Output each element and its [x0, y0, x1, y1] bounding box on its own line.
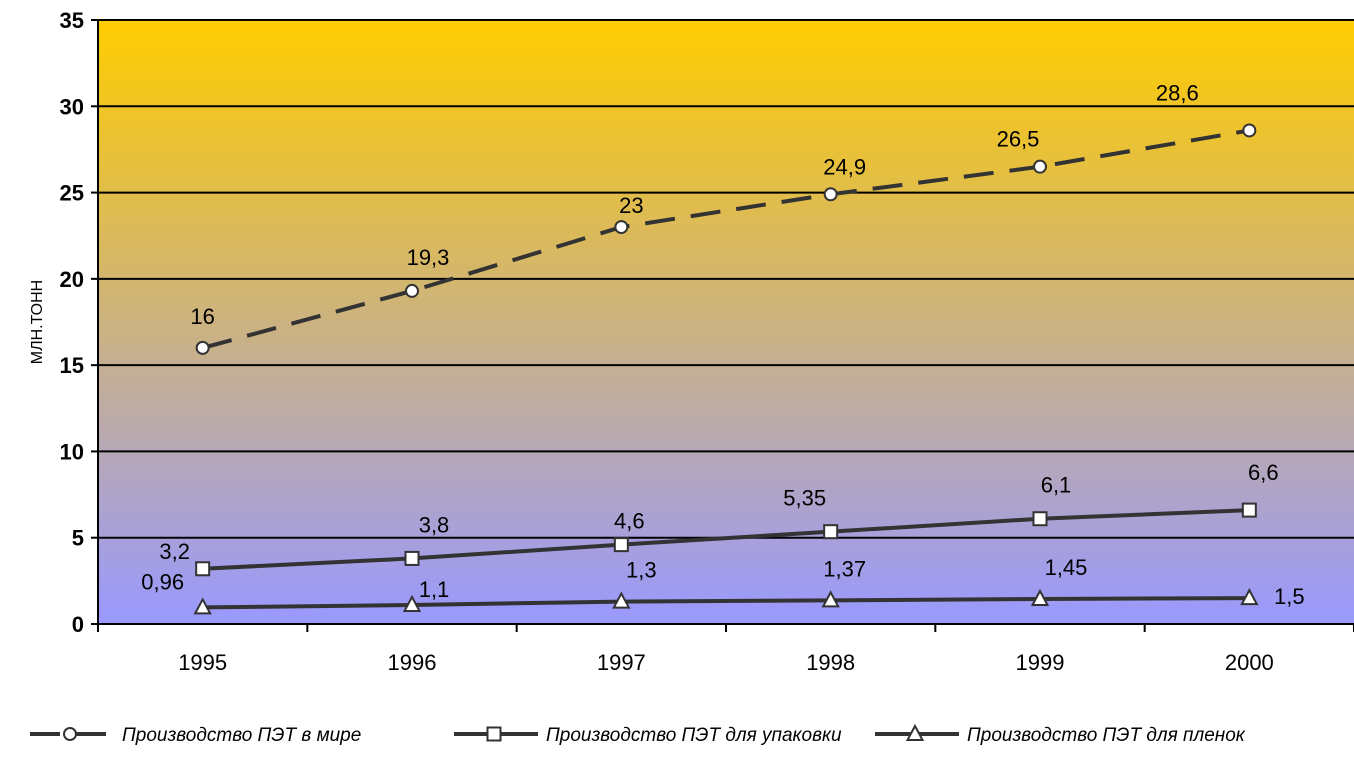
plot-area — [98, 20, 1354, 624]
y-tick-label: 10 — [60, 439, 84, 464]
data-label: 6,1 — [1041, 473, 1072, 498]
data-label: 1,37 — [823, 556, 866, 581]
data-label: 28,6 — [1156, 80, 1199, 105]
legend-item: Производство ПЭТ в мире — [30, 725, 361, 746]
data-point — [195, 340, 210, 355]
data-label: 19,3 — [407, 245, 450, 270]
y-tick-label: 25 — [60, 181, 84, 206]
legend-label: Производство ПЭТ в мире — [122, 725, 361, 746]
legend-item: Производство ПЭТ для упаковки — [454, 725, 842, 746]
data-label: 3,8 — [419, 512, 450, 537]
y-tick-label: 15 — [60, 353, 84, 378]
series-line — [202, 596, 1250, 610]
data-label: 23 — [619, 193, 643, 218]
data-point — [405, 283, 419, 298]
series-1 — [195, 502, 1257, 577]
data-point — [402, 594, 422, 613]
y-axis-title: МЛН.ТОНН — [29, 280, 46, 364]
y-tick-label: 30 — [60, 94, 84, 119]
data-labels: 16 19,3 23 24,9 26,5 28,6 3,2 3,8 4,6 5,35 6,1 6,6 0… — [141, 80, 1304, 609]
series-0 — [195, 123, 1257, 355]
x-tick-label: 1999 — [1016, 650, 1065, 675]
legend-item: Производство ПЭТ для пленок — [875, 723, 1246, 746]
data-label: 4,6 — [614, 509, 645, 534]
series-line — [202, 128, 1250, 350]
data-point — [1242, 123, 1257, 138]
data-point — [1241, 502, 1257, 518]
data-label: 1,1 — [419, 577, 450, 602]
x-tick-label: 1997 — [597, 650, 646, 675]
legend-marker — [486, 726, 502, 742]
data-point — [195, 561, 211, 577]
data-label: 6,6 — [1248, 460, 1279, 485]
series-layer — [193, 123, 1259, 615]
y-tick-label: 35 — [60, 8, 84, 33]
data-label: 26,5 — [997, 127, 1040, 152]
legend-marker — [63, 727, 77, 741]
data-point — [821, 590, 840, 608]
data-label: 16 — [190, 304, 214, 329]
axes: 0 5 10 15 20 25 30 35 1995 1996 1997 1998 1999 2000 МЛ… — [29, 8, 1354, 675]
y-tick-label: 20 — [60, 267, 84, 292]
legend-marker — [905, 723, 925, 741]
data-point — [1033, 159, 1047, 174]
data-point — [193, 597, 212, 615]
y-tick-label: 5 — [72, 526, 84, 551]
series-line — [202, 508, 1250, 571]
data-label: 24,9 — [823, 154, 866, 179]
legend: Производство ПЭТ в мире Производство ПЭТ … — [30, 723, 1246, 746]
data-point — [1240, 587, 1259, 606]
data-point — [823, 524, 839, 540]
data-point — [614, 220, 629, 235]
data-point — [1030, 588, 1050, 606]
data-label: 1,45 — [1045, 555, 1088, 580]
x-tick-label: 1998 — [806, 650, 855, 675]
legend-label: Производство ПЭТ для пленок — [967, 725, 1246, 746]
data-point — [823, 187, 838, 202]
data-point — [613, 537, 629, 553]
data-label: 0,96 — [141, 569, 184, 594]
legend-label: Производство ПЭТ для упаковки — [546, 725, 842, 746]
gridlines — [98, 19, 1354, 625]
data-point — [1032, 511, 1048, 527]
data-point — [612, 591, 631, 609]
x-tick-label: 1995 — [178, 650, 227, 675]
y-tick-label: 0 — [72, 612, 84, 637]
data-label: 3,2 — [159, 539, 190, 564]
data-label: 5,35 — [783, 486, 826, 511]
x-tick-label: 2000 — [1225, 650, 1274, 675]
data-label: 1,5 — [1274, 584, 1305, 609]
data-point — [404, 550, 420, 566]
x-tick-label: 1996 — [388, 650, 437, 675]
series-2 — [193, 587, 1259, 615]
data-label: 1,3 — [626, 558, 657, 583]
